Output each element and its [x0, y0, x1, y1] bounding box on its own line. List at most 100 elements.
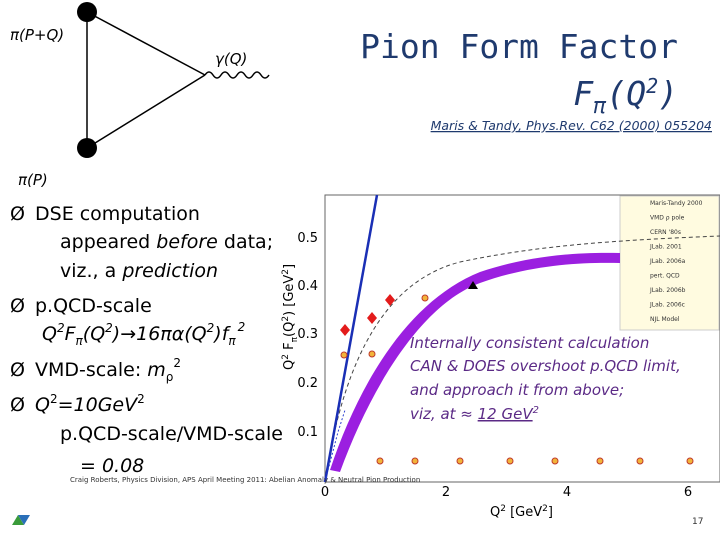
t: ) [GeV — [282, 275, 297, 316]
points — [340, 294, 395, 336]
t: ] — [548, 505, 553, 520]
t: ρ — [166, 370, 174, 384]
y-tick-label: 0.3 — [297, 327, 318, 342]
bullet-text: p.QCD-scale — [35, 295, 152, 317]
t: 2 — [50, 392, 58, 406]
t: Q — [42, 323, 57, 345]
annotation: Internally consistent calculation — [410, 334, 649, 352]
t: (Q — [282, 322, 297, 337]
curve — [323, 194, 379, 483]
t: viz., a — [60, 260, 122, 282]
bullet-text: appeared before data; — [60, 231, 273, 253]
legend-entry: JLab. 2006c — [649, 302, 685, 309]
band — [330, 252, 620, 472]
x-tick-label: 6 — [684, 485, 692, 500]
title: Pion Form Factor — [360, 27, 678, 66]
t: Q — [282, 360, 297, 370]
bullet-text: DSE computation — [35, 203, 200, 225]
y-tick-label: 0.2 — [297, 376, 318, 391]
legend-entry: Maris-Tandy 2000 — [650, 200, 703, 207]
vertex — [77, 138, 97, 158]
point — [468, 281, 478, 289]
legend-entry: VMD ρ pole — [650, 215, 685, 222]
legend: Maris-Tandy 2000 VMD ρ pole CERN '80s JLab.… — [649, 200, 703, 323]
t: π — [290, 336, 300, 342]
diagram-label: γ(Q) — [215, 50, 247, 68]
bullet-marker: Ø — [10, 295, 25, 317]
legend-entry: JLab. 2006b — [649, 287, 686, 294]
bullet-text: Q2Fπ(Q2)→16πα(Q2)fπ2 — [42, 320, 245, 348]
points — [340, 294, 694, 465]
legend-entry: pert. QCD — [650, 273, 680, 280]
diagram-label: π(P+Q) — [10, 26, 64, 44]
t: m — [147, 359, 166, 381]
t: 2 — [542, 504, 548, 514]
bullets: Ø DSE computation appeared before data; … — [10, 203, 283, 477]
vertex — [77, 2, 97, 22]
y-tick-label: 0.5 — [297, 231, 318, 246]
t: π — [76, 334, 84, 348]
annotation: and approach it from above; — [410, 381, 624, 399]
y-axis-label: Q2 Fπ(Q2) [GeV2] — [281, 264, 300, 370]
bullet-text: = 0.08 — [80, 455, 144, 477]
t: 2 — [281, 354, 291, 360]
t: ) — [658, 74, 678, 113]
t: 2 — [500, 504, 506, 514]
bullet-text: viz., a prediction — [60, 260, 218, 282]
y-tick-label: 0.1 — [297, 425, 318, 440]
t: VMD-scale: — [35, 359, 147, 381]
legend-entry: JLab. 2006a — [649, 258, 686, 265]
bullet-marker: Ø — [10, 394, 25, 416]
logo — [12, 515, 30, 525]
t: 2 — [281, 269, 291, 275]
plot: 0.1 0.2 0.3 0.4 0.5 0 2 4 6 Q2 [GeV2] Q2… — [281, 194, 720, 520]
t: 2 — [173, 356, 181, 370]
t: 2 — [207, 321, 215, 335]
t: 2 — [57, 321, 65, 335]
t: π — [593, 94, 607, 119]
legend-box — [619, 195, 720, 331]
t: data; — [218, 231, 273, 253]
x-tick-label: 2 — [442, 485, 450, 500]
y-tick-label: 0.4 — [297, 279, 318, 294]
t: prediction — [121, 260, 218, 282]
t: 2 — [281, 316, 291, 322]
t: F — [65, 323, 77, 345]
t: viz, at ≈ — [410, 405, 478, 423]
bullet-text: p.QCD-scale/VMD-scale — [60, 423, 283, 445]
t: Q — [35, 394, 50, 416]
t: 2 — [105, 321, 113, 335]
bullet-text: Q2=10GeV2 — [35, 392, 145, 416]
bullet-marker: Ø — [10, 203, 25, 225]
x-tick-label: 4 — [563, 485, 571, 500]
t: 2 — [238, 320, 246, 334]
t: 2 — [533, 405, 539, 416]
x-tick-label: 0 — [321, 485, 329, 500]
t: (Q — [83, 323, 105, 345]
t: )→16πα(Q — [111, 323, 207, 345]
legend-entry: CERN '80s — [650, 229, 681, 236]
t: π — [228, 334, 236, 348]
t: 2 — [137, 392, 145, 406]
diagram-label: π(P) — [18, 171, 48, 189]
x-axis-label: Q2 [GeV2] — [490, 504, 553, 520]
annotation: viz, at ≈ 12 GeV2 — [410, 405, 539, 423]
bullet-text: VMD-scale: mρ2 — [35, 356, 181, 384]
t: (Q — [606, 74, 646, 113]
legend-entry: NJL Model — [650, 316, 680, 323]
t: F — [282, 342, 297, 354]
footer: Craig Roberts, Physics Division, APS Apr… — [70, 476, 420, 484]
t: =10GeV — [58, 394, 140, 416]
title-formula: Fπ(Q2) — [573, 74, 678, 119]
feynman-diagram — [86, 11, 270, 149]
legend-entry: JLab. 2001 — [649, 244, 682, 251]
t: [GeV — [506, 505, 542, 520]
t: ] — [282, 264, 297, 269]
t: Q — [490, 505, 500, 520]
t: 2 — [646, 74, 658, 98]
curve — [324, 235, 720, 483]
bullet-marker: Ø — [10, 359, 25, 381]
annotation: CAN & DOES overshoot p.QCD limit, — [410, 357, 681, 375]
t: F — [573, 74, 594, 113]
